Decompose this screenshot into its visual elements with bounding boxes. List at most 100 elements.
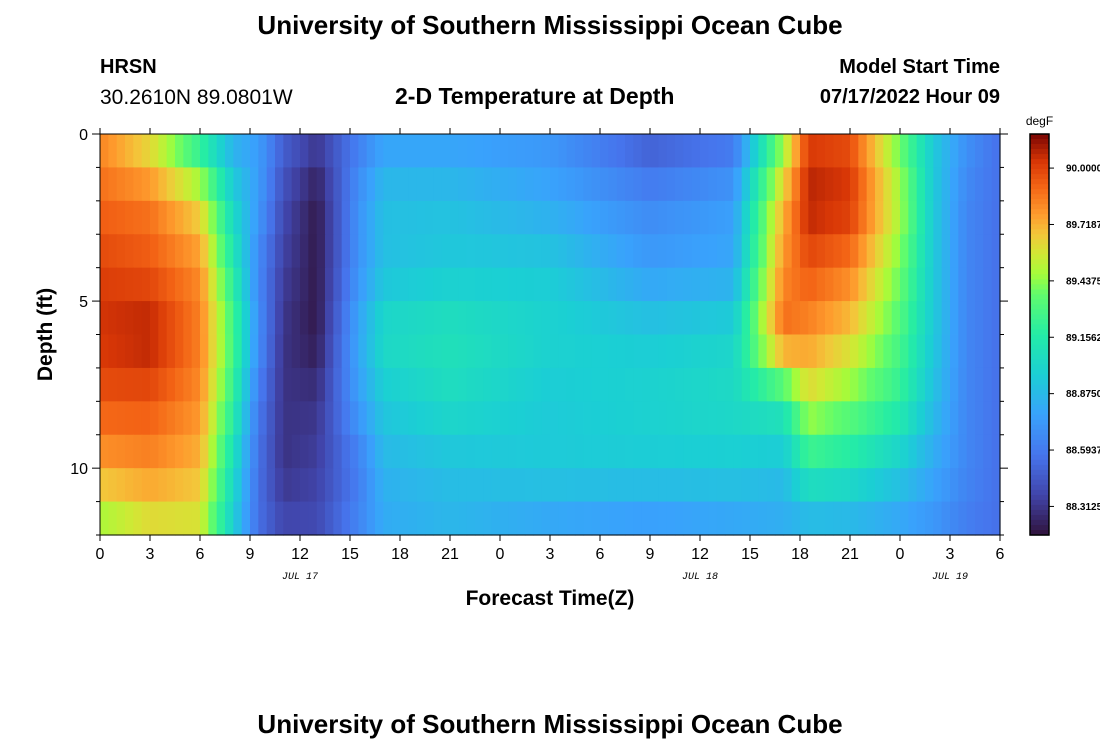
colorbar-segment	[1030, 174, 1049, 180]
heatmap-cell	[100, 401, 109, 436]
heatmap-cell	[725, 167, 734, 202]
heatmap-cell	[483, 134, 493, 169]
heatmap-cell	[591, 468, 601, 503]
heatmap-cell	[316, 434, 326, 469]
heatmap-cell	[691, 200, 701, 235]
heatmap-cell	[991, 468, 1001, 503]
heatmap-cell	[783, 367, 793, 402]
heatmap-cell	[341, 501, 351, 536]
colorbar-segment	[1030, 364, 1049, 371]
heatmap-cell	[525, 367, 534, 402]
heatmap-cell	[250, 468, 259, 503]
heatmap-cell	[866, 367, 876, 402]
heatmap-cell	[708, 167, 718, 202]
heatmap-cell	[550, 334, 559, 369]
heatmap-cell	[333, 501, 343, 536]
heatmap-cell	[616, 501, 626, 536]
heatmap-cell	[433, 200, 443, 235]
heatmap-cell	[325, 134, 334, 169]
heatmap-cell	[816, 267, 826, 302]
heatmap-cell	[375, 468, 384, 503]
heatmap-cell	[700, 200, 709, 235]
colorbar-unit: degF	[1026, 114, 1053, 128]
heatmap-cell	[666, 167, 676, 202]
heatmap-cell	[116, 301, 126, 336]
heatmap-cell	[800, 434, 809, 469]
heatmap-cell	[116, 134, 126, 169]
heatmap-cell	[875, 234, 884, 269]
heatmap-cell	[783, 267, 793, 302]
heatmap-cell	[633, 367, 643, 402]
heatmap-cell	[491, 267, 501, 302]
heatmap-cell	[158, 267, 168, 302]
heatmap-cell	[916, 501, 926, 536]
heatmap-cell	[841, 134, 851, 169]
heatmap-cell	[391, 234, 401, 269]
heatmap-cell	[883, 167, 893, 202]
heatmap-cell	[750, 167, 759, 202]
heatmap-cell	[200, 434, 209, 469]
heatmap-cell	[158, 434, 168, 469]
heatmap-cell	[250, 134, 259, 169]
heatmap-cell	[233, 267, 243, 302]
colorbar-segment	[1030, 254, 1049, 260]
heatmap-cell	[166, 401, 176, 436]
heatmap-cell	[658, 234, 668, 269]
heatmap-cell	[283, 200, 293, 235]
heatmap-cell	[683, 234, 693, 269]
heatmap-cell	[100, 367, 109, 402]
colorbar-segment	[1030, 474, 1049, 481]
x-tick-label: 15	[341, 546, 359, 563]
heatmap-cell	[383, 234, 393, 269]
heatmap-cell	[633, 134, 643, 169]
heatmap-cell	[291, 301, 301, 336]
heatmap-cell	[166, 434, 176, 469]
heatmap-cell	[600, 301, 609, 336]
heatmap-cell	[991, 200, 1001, 235]
heatmap-cell	[958, 200, 968, 235]
heatmap-cell	[666, 134, 676, 169]
heatmap-cell	[358, 334, 368, 369]
heatmap-cell	[250, 401, 259, 436]
heatmap-cell	[358, 234, 368, 269]
heatmap-cell	[725, 501, 734, 536]
heatmap-cell	[158, 367, 168, 402]
heatmap-cell	[241, 334, 251, 369]
colorbar-frame	[1029, 133, 1050, 536]
heatmap-cell	[191, 401, 201, 436]
heatmap-cell	[300, 434, 309, 469]
heatmap-cell	[141, 367, 151, 402]
heatmap-cell	[500, 434, 509, 469]
heatmap-cell	[766, 434, 776, 469]
heatmap-cell	[325, 401, 334, 436]
heatmap-cell	[600, 501, 609, 536]
heatmap-cell	[266, 234, 276, 269]
heatmap-cell	[575, 267, 584, 302]
heatmap-cell	[508, 434, 518, 469]
heatmap-cell	[625, 167, 634, 202]
heatmap-cell	[900, 334, 909, 369]
heatmap-cell	[450, 468, 459, 503]
heatmap-cell	[175, 501, 184, 536]
heatmap-cell	[608, 134, 618, 169]
heatmap-cell	[333, 234, 343, 269]
heatmap-cell	[633, 234, 643, 269]
heatmap-cell	[541, 167, 551, 202]
heatmap-cell	[666, 334, 676, 369]
heatmap-cell	[650, 367, 659, 402]
heatmap-cell	[450, 234, 459, 269]
heatmap-cell	[791, 301, 801, 336]
heatmap-cell	[383, 401, 393, 436]
heatmap-cell	[958, 501, 968, 536]
heatmap-cell	[983, 401, 993, 436]
heatmap-cell	[391, 434, 401, 469]
heatmap-cell	[141, 134, 151, 169]
heatmap-cell	[266, 501, 276, 536]
heatmap-cell	[500, 267, 509, 302]
heatmap-cell	[950, 367, 959, 402]
heatmap-cell	[633, 267, 643, 302]
heatmap-cell	[866, 334, 876, 369]
heatmap-cell	[683, 134, 693, 169]
heatmap-cell	[291, 468, 301, 503]
heatmap-cell	[400, 234, 409, 269]
